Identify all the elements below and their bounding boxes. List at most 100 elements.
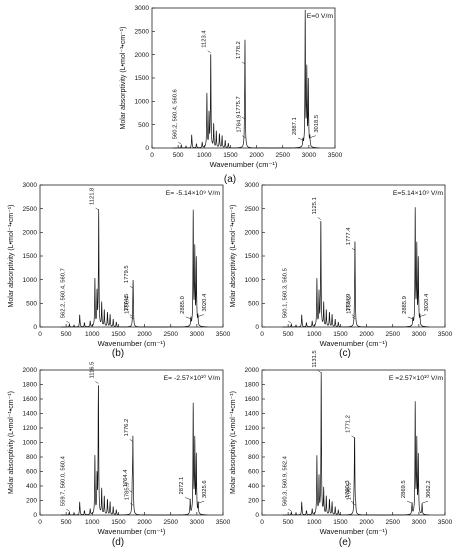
annotation-pointer [241, 116, 245, 120]
y-tick-label: 500 [248, 301, 259, 308]
annotation-pointer [350, 500, 355, 504]
peak-annotation-0: 560.1, 560.3, 560.5 [282, 268, 288, 318]
y-axis-label: Molar absorptivity (L•mol⁻¹•cm⁻¹) [230, 391, 237, 494]
annotation-pointer [130, 503, 134, 506]
plot-frame [39, 184, 224, 328]
peak-annotation-5: 2887.1 [292, 117, 298, 135]
peak-annotation-6: 3020.4 [424, 293, 430, 312]
y-tick-label: 200 [248, 498, 259, 505]
peak-annotation-4: 1784.2 [346, 296, 352, 314]
peak-annotation-4: 1785.9 [124, 483, 130, 501]
y-tick-label: 2000 [23, 230, 38, 237]
y-tick-label: 1000 [135, 99, 150, 106]
y-tick-label: 2500 [135, 29, 150, 36]
annotation-pointer [407, 316, 413, 320]
x-tick-label: 0 [38, 519, 42, 526]
x-tick-label: 2000 [249, 152, 264, 159]
field-strength-label: E=5.14×10⁹ V/m [393, 190, 443, 197]
annotation-pointer [318, 370, 322, 373]
x-axis-label: Wavenumber (cm⁻¹) [320, 339, 388, 348]
y-axis-label: Molar absorptivity (L•mol⁻¹•cm⁻¹) [230, 205, 237, 308]
x-tick-label: 1000 [85, 519, 100, 526]
peak-annotation-6: 3025.6 [202, 480, 208, 498]
x-tick-label: 2000 [137, 331, 152, 338]
annotation-pointer [419, 314, 426, 317]
x-tick-label: 2500 [275, 152, 290, 159]
annotation-pointer [288, 508, 292, 512]
peak-annotation-2: 1764.4 [123, 469, 129, 488]
y-axis-label: Molar absorptivity (L•mol⁻¹•cm⁻¹) [8, 391, 15, 494]
annotation-pointer [422, 500, 429, 504]
y-tick-label: 0 [33, 512, 37, 519]
x-tick-label: 0 [38, 331, 42, 338]
x-tick-label: 3000 [190, 331, 205, 338]
x-tick-label: 500 [283, 331, 294, 338]
y-tick-label: 800 [26, 454, 37, 461]
y-tick-label: 1000 [23, 440, 38, 447]
y-tick-label: 2000 [23, 367, 38, 374]
peak-annotation-5: 2885.0 [180, 296, 186, 314]
annotation-pointer [288, 320, 292, 324]
x-tick-label: 500 [61, 331, 72, 338]
x-tick-label: 0 [260, 331, 264, 338]
annotation-pointer [351, 314, 355, 317]
x-tick-label: 2000 [359, 519, 374, 526]
y-tick-label: 400 [248, 483, 259, 490]
spectrum-line [60, 385, 208, 516]
panel-label: (b) [112, 348, 124, 359]
x-tick-label: 2500 [163, 331, 178, 338]
x-tick-label: 2500 [163, 519, 178, 526]
y-tick-label: 1500 [135, 75, 150, 82]
y-tick-label: 0 [33, 324, 37, 331]
x-axis-label: Wavenumber (cm⁻¹) [320, 527, 388, 536]
y-tick-label: 1000 [245, 277, 260, 284]
peak-annotation-6: 3018.5 [314, 115, 320, 133]
spectrum-panel-1: 0 500 1000 1500 2000 2500 3000 3500 0 500 1000 1500… [8, 182, 231, 359]
panel-label: (c) [339, 348, 351, 359]
peak-annotation-4: 1790.5 [347, 483, 353, 501]
field-strength-label: E= -2.57×10¹⁰ V/m [164, 374, 221, 382]
spectrum-line [172, 9, 320, 149]
y-tick-label: 1500 [23, 253, 38, 260]
x-tick-label: 3500 [438, 331, 453, 338]
y-tick-label: 1400 [245, 411, 260, 418]
peak-annotation-0: 560.3, 560.9, 562.4 [282, 455, 288, 506]
x-tick-label: 3000 [190, 519, 205, 526]
x-axis-label: Wavenumber (cm⁻¹) [98, 339, 166, 348]
annotation-pointer [95, 381, 99, 384]
y-tick-label: 1800 [245, 382, 260, 389]
x-tick-label: 1000 [197, 152, 212, 159]
y-tick-label: 0 [255, 512, 259, 519]
x-tick-label: 1000 [85, 331, 100, 338]
y-tick-label: 0 [145, 145, 149, 152]
plot-frame [151, 7, 336, 149]
x-tick-label: 1500 [333, 331, 348, 338]
y-tick-label: 600 [248, 469, 259, 476]
y-tick-label: 1600 [245, 396, 260, 403]
x-tick-label: 0 [150, 152, 154, 159]
annotation-pointer [351, 248, 356, 251]
spectrum-line [282, 372, 430, 516]
annotation-pointer [241, 61, 246, 65]
y-tick-label: 400 [26, 483, 37, 490]
peak-annotation-2: 1774.9 [346, 294, 352, 312]
x-tick-label: 3500 [216, 331, 231, 338]
y-tick-label: 1000 [23, 277, 38, 284]
peak-annotation-0: 560.2, 560.4, 560.6 [172, 89, 178, 139]
y-tick-label: 2000 [245, 230, 260, 237]
peak-annotation-1: 1131.5 [312, 350, 318, 367]
y-axis-label: Molar absorptivity (L•mol⁻¹•cm⁻¹) [8, 205, 15, 308]
spectrum-line [60, 209, 208, 328]
x-tick-label: 3000 [412, 519, 427, 526]
x-axis-label: Wavenumber (cm⁻¹) [98, 527, 166, 536]
x-tick-label: 3500 [438, 519, 453, 526]
x-tick-label: 1500 [223, 152, 238, 159]
y-tick-label: 1500 [245, 253, 260, 260]
x-tick-label: 3000 [412, 331, 427, 338]
x-tick-label: 500 [173, 152, 184, 159]
y-tick-label: 1000 [245, 440, 260, 447]
annotation-pointer [129, 490, 133, 493]
peak-annotation-3: 1777.4 [346, 227, 352, 246]
peak-annotation-3: 1771.2 [346, 415, 352, 433]
